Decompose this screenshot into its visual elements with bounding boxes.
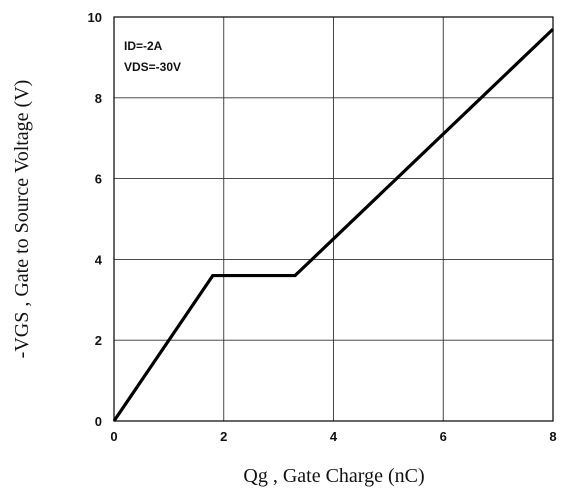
- x-axis-title: Qg , Gate Charge (nC): [243, 465, 424, 487]
- x-tick-label: 0: [110, 429, 117, 444]
- x-tick-label: 2: [220, 429, 227, 444]
- x-tick-label: 6: [440, 429, 447, 444]
- annotation-vds: VDS=-30V: [124, 60, 181, 74]
- y-tick-label: 10: [88, 10, 102, 25]
- y-axis-title: -VGS , Gate to Source Voltage (V): [11, 80, 33, 359]
- grid-lines: [113, 16, 554, 422]
- y-tick-label: 4: [95, 252, 103, 267]
- y-tick-labels: 0 2 4 6 8 10: [88, 10, 103, 429]
- y-tick-label: 8: [95, 91, 102, 106]
- y-tick-label: 0: [95, 414, 102, 429]
- annotation-id: ID=-2A: [124, 39, 163, 53]
- x-tick-label: 4: [330, 429, 338, 444]
- gate-charge-series-line: [112, 27, 555, 422]
- y-tick-label: 2: [95, 333, 102, 348]
- plot-frame: [113, 16, 554, 422]
- y-tick-label: 6: [95, 172, 102, 187]
- x-tick-labels: 0 2 4 6 8: [110, 429, 556, 444]
- x-tick-label: 8: [549, 429, 556, 444]
- series-group: [112, 27, 555, 422]
